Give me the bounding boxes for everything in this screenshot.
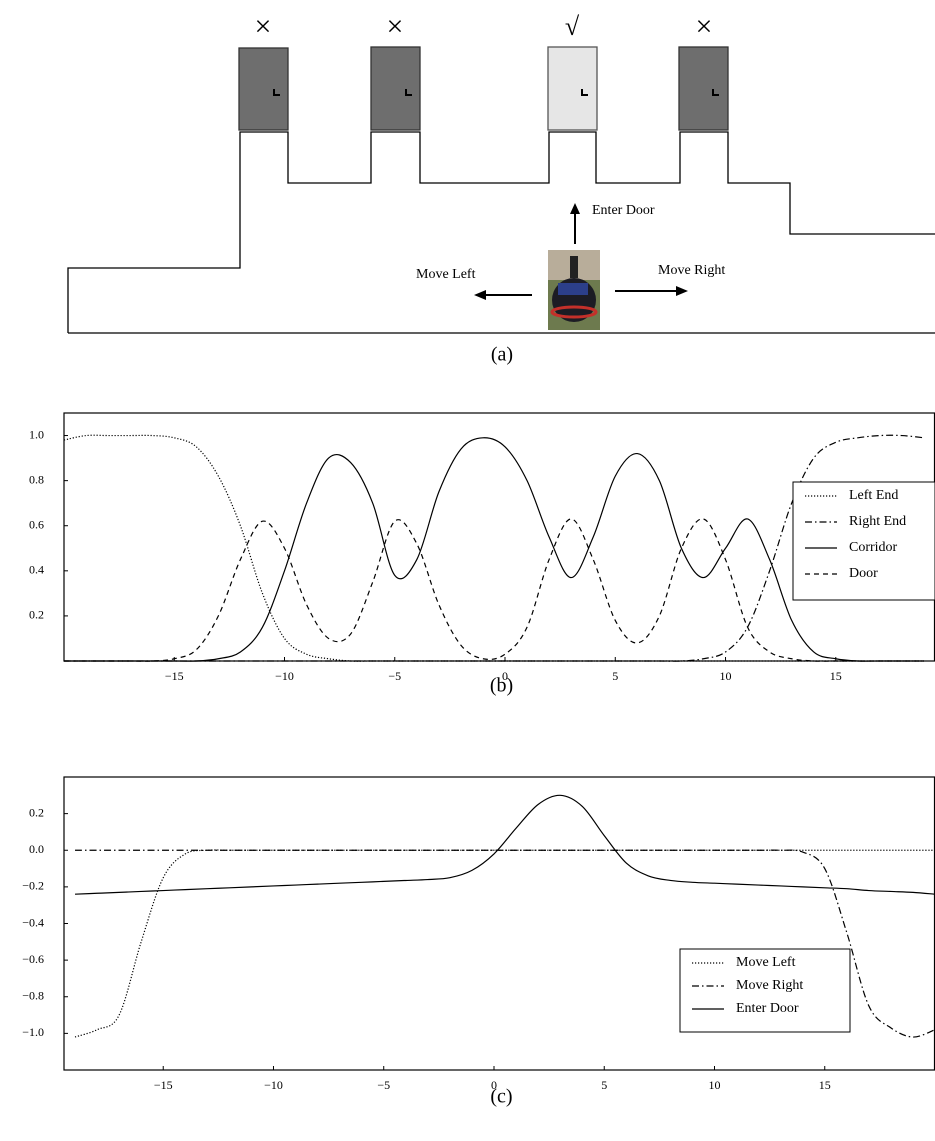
door-mark: × [696,10,713,43]
y-tick-label: −0.8 [22,989,44,1003]
legend-label: Enter Door [736,1001,799,1016]
y-tick-label: −0.2 [22,879,44,893]
legend-label: Corridor [849,540,898,555]
y-tick-label: −0.6 [22,952,44,966]
legend-label: Move Left [736,955,796,970]
door [371,47,420,130]
x-tick-label: 5 [612,669,618,683]
door [239,48,288,130]
robot-photo [548,250,600,330]
door-handle [274,89,719,95]
door-mark: √ [565,12,580,41]
caption: (a) [491,344,513,366]
x-tick-label: 15 [819,1078,831,1092]
y-tick-label: 0.4 [29,563,44,577]
door [679,47,728,130]
x-tick-label: 5 [601,1078,607,1092]
corridor-diagram [68,47,935,333]
caption: (c) [490,1086,512,1108]
action-label: Move Right [658,263,725,278]
x-tick-label: 15 [830,669,842,683]
corridor-wall [68,132,935,333]
y-tick-label: 0.2 [29,805,44,819]
y-tick-label: 1.0 [29,427,44,441]
figure: × × √ × Enter Door Move Left Move Right … [0,0,935,1141]
legend-label: Right End [849,514,906,529]
y-tick-label: −1.0 [22,1025,44,1039]
x-tick-label: −5 [377,1078,390,1092]
action-label: Enter Door [592,203,655,218]
door-mark: × [255,10,272,43]
robot-top [558,283,588,295]
x-tick-label: −10 [264,1078,283,1092]
legend-label: Door [849,566,878,581]
y-tick-label: −0.4 [22,915,44,929]
x-tick-label: −15 [154,1078,173,1092]
y-tick-label: 0.6 [29,517,44,531]
x-tick-label: −15 [165,669,184,683]
x-tick-label: 10 [708,1078,720,1092]
legend-label: Left End [849,488,898,503]
series-line [75,795,935,894]
robot-mast [570,256,578,278]
action-label: Move Left [416,267,476,282]
door [548,47,597,130]
door-mark: × [387,10,404,43]
legend-label: Move Right [736,978,803,993]
y-tick-label: 0.8 [29,472,44,486]
x-tick-label: 10 [720,669,732,683]
x-tick-label: −10 [275,669,294,683]
y-tick-label: 0.2 [29,608,44,622]
caption: (b) [490,675,513,697]
y-tick-label: 0.0 [29,842,44,856]
x-tick-label: −5 [388,669,401,683]
